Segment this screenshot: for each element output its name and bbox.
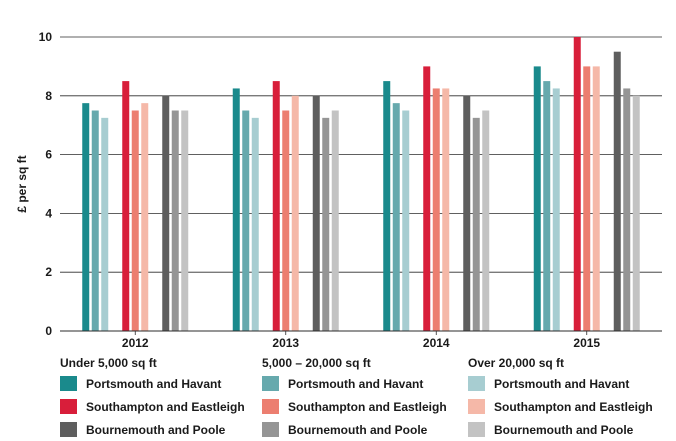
legend-item: Portsmouth and Havant: [60, 372, 245, 395]
bar: [141, 103, 149, 332]
y-axis-ticks: 0 2 4 6 8 10: [39, 30, 53, 338]
y-tick-label: 8: [45, 89, 52, 103]
y-tick-label: 4: [45, 206, 52, 220]
y-tick-label: 2: [45, 265, 52, 279]
bar: [171, 110, 179, 331]
legend-swatch: [468, 422, 485, 437]
legend-swatch: [262, 376, 279, 391]
legend-group-title: 5,000 – 20,000 sq ft: [262, 356, 371, 370]
x-tick-label: 2013: [272, 336, 299, 350]
legend-group-over-20000: Over 20,000 sq ft Portsmouth and Havant …: [468, 354, 653, 441]
y-tick-label: 0: [45, 324, 52, 338]
legend-label: Portsmouth and Havant: [494, 376, 630, 391]
legend-item: Bournemouth and Poole: [60, 418, 245, 441]
bar: [573, 37, 581, 331]
bar: [101, 117, 109, 331]
bar: [291, 95, 299, 331]
legend-group-under-5000: Under 5,000 sq ft Portsmouth and Havant …: [60, 354, 245, 441]
legend-label: Southampton and Eastleigh: [494, 399, 653, 414]
x-tick-label: 2012: [122, 336, 149, 350]
legend-group-title: Under 5,000 sq ft: [60, 356, 157, 370]
legend-label: Bournemouth and Poole: [86, 422, 226, 437]
bar: [472, 117, 480, 331]
bars: [82, 37, 640, 332]
bar: [533, 66, 541, 332]
x-tick-label: 2014: [423, 336, 450, 350]
x-axis-ticks: 2012 2013 2014 2015: [60, 330, 662, 350]
bar: [282, 110, 290, 331]
legend-item: Bournemouth and Poole: [468, 418, 653, 441]
bar: [442, 88, 450, 331]
legend-label: Bournemouth and Poole: [288, 422, 428, 437]
bar: [232, 88, 240, 331]
bar: [322, 117, 330, 331]
bar: [482, 110, 490, 331]
x-tick-label: 2015: [573, 336, 600, 350]
legend-item: Portsmouth and Havant: [468, 372, 653, 395]
legend-swatch: [468, 376, 485, 391]
y-tick-label: 6: [45, 148, 52, 162]
bar: [552, 88, 560, 331]
bar: [592, 66, 600, 332]
y-tick-label: 10: [39, 30, 53, 44]
bar-chart: 0 2 4 6 8 10 2012 2013 2014 2015 £ per sq ft: [15, 30, 662, 350]
legend-item: Southampton and Eastleigh: [468, 395, 653, 418]
bar: [272, 81, 280, 331]
legend-item: Bournemouth and Poole: [262, 418, 447, 441]
bar: [251, 117, 259, 331]
legend-item: Southampton and Eastleigh: [262, 395, 447, 418]
bar: [623, 88, 631, 331]
legend-label: Southampton and Eastleigh: [86, 399, 245, 414]
legend-item: Southampton and Eastleigh: [60, 395, 245, 418]
bar: [82, 103, 90, 332]
bar: [383, 81, 391, 331]
bar: [162, 95, 170, 331]
legend-swatch: [60, 376, 77, 391]
bar: [181, 110, 189, 331]
bar: [423, 66, 431, 332]
legend-swatch: [60, 399, 77, 414]
legend-label: Portsmouth and Havant: [288, 376, 424, 391]
y-axis-label: £ per sq ft: [15, 155, 29, 212]
bar: [583, 66, 591, 332]
legend-swatch: [262, 422, 279, 437]
bar: [242, 110, 250, 331]
legend-label: Portsmouth and Havant: [86, 376, 222, 391]
bar: [91, 110, 99, 331]
legend-group-title: Over 20,000 sq ft: [468, 356, 565, 370]
legend-swatch: [60, 422, 77, 437]
bar: [632, 95, 640, 331]
bar: [613, 51, 621, 331]
legend: Under 5,000 sq ft Portsmouth and Havant …: [0, 354, 676, 441]
legend-item: Portsmouth and Havant: [262, 372, 447, 395]
bar: [131, 110, 139, 331]
bar: [331, 110, 339, 331]
legend-label: Bournemouth and Poole: [494, 422, 634, 437]
bar: [432, 88, 440, 331]
bar: [122, 81, 130, 331]
legend-swatch: [262, 399, 279, 414]
bar: [402, 110, 410, 331]
gridlines: [60, 36, 662, 273]
legend-swatch: [468, 399, 485, 414]
legend-label: Southampton and Eastleigh: [288, 399, 447, 414]
bar: [543, 81, 551, 331]
legend-group-5000-20000: 5,000 – 20,000 sq ft Portsmouth and Hava…: [262, 354, 447, 441]
bar: [463, 95, 471, 331]
bar: [312, 95, 320, 331]
bar: [392, 103, 400, 332]
